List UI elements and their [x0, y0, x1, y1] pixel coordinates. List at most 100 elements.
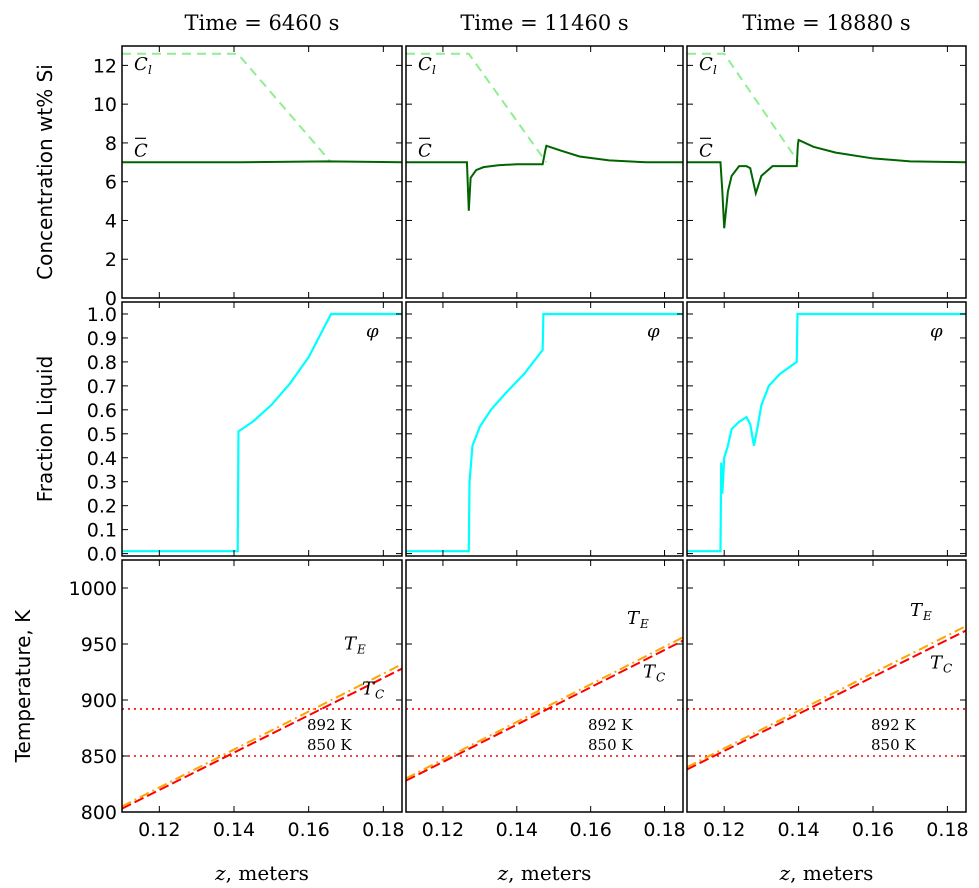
tc-label-sub: C: [375, 687, 384, 701]
te-line: [406, 636, 683, 780]
x-axis-label: z, meters: [214, 861, 309, 885]
y-tick-label: 850: [81, 746, 117, 768]
level-label-892: 892 K: [588, 716, 633, 734]
panel-frame: [686, 559, 967, 813]
tc-label: T: [643, 662, 657, 683]
y-tick-label: 0.1: [87, 520, 117, 542]
tc-label: T: [930, 653, 944, 674]
column-title-0: Time = 6460 s: [185, 11, 340, 35]
cbar-label: C: [699, 140, 713, 161]
cl-label-sub: l: [148, 63, 152, 77]
tc-label: T: [362, 678, 376, 699]
y-tick-label: 1.0: [87, 304, 117, 326]
phi-line: [687, 312, 966, 553]
y-tick-label: 10: [93, 94, 117, 116]
panel-frame: [121, 45, 403, 299]
y-tick-label: 0.7: [87, 376, 117, 398]
cl-label: C: [418, 54, 432, 75]
y-tick-label: 8: [105, 133, 117, 155]
cbar-line: [122, 160, 402, 164]
y-tick-label: 0.8: [87, 352, 117, 374]
x-tick-label: 0.16: [852, 819, 894, 841]
y-tick-label: 0.2: [87, 496, 117, 518]
y-tick-label: 0: [105, 288, 117, 310]
x-axis-label: z, meters: [779, 861, 874, 885]
panel-frame: [405, 559, 684, 813]
te-label: T: [344, 634, 358, 655]
panel-frame: [121, 301, 403, 557]
y-axis-label-concentration: Concentration wt% Si: [33, 64, 57, 280]
y-tick-label: 0.5: [87, 424, 117, 446]
cl-line: [122, 52, 332, 163]
tc-line: [406, 639, 683, 782]
phi-line: [406, 312, 683, 553]
y-tick-label: 0.0: [87, 544, 117, 566]
x-axis-label: z, meters: [497, 861, 592, 885]
panel-frame: [686, 301, 967, 557]
te-label-sub: E: [639, 617, 649, 631]
te-line: [122, 663, 402, 808]
te-label-sub: E: [356, 643, 366, 657]
y-tick-label: 4: [105, 210, 117, 232]
x-tick-label: 0.16: [570, 819, 612, 841]
cl-label-sub: l: [713, 63, 717, 77]
level-label-850: 850 K: [307, 736, 352, 754]
y-tick-label: 800: [81, 802, 117, 824]
x-tick-label: 0.16: [288, 819, 330, 841]
y-tick-label: 0.4: [87, 448, 117, 470]
y-axis-label-temperature: Temperature, K: [11, 609, 35, 763]
x-tick-label: 0.14: [496, 819, 538, 841]
x-tick-label: 0.12: [422, 819, 464, 841]
panel-fraction_liquid-0: 0.00.10.20.30.40.50.60.70.80.91.0 φ: [87, 301, 403, 566]
x-tick-label: 0.18: [926, 819, 968, 841]
panel-frame: [686, 45, 967, 299]
y-tick-label: 950: [81, 634, 117, 656]
phi-label: φ: [930, 321, 943, 342]
phi-line: [122, 312, 402, 553]
panel-frame: [405, 45, 684, 299]
te-label: T: [910, 600, 924, 621]
cl-line: [687, 52, 800, 163]
level-label-850: 850 K: [588, 736, 633, 754]
panel-fraction_liquid-1: φ: [405, 301, 684, 557]
x-tick-label: 0.12: [138, 819, 180, 841]
cl-label-sub: l: [432, 63, 436, 77]
cbar-label: C: [134, 140, 148, 161]
y-tick-label: 0.6: [87, 400, 117, 422]
cl-label: C: [134, 54, 148, 75]
tc-line: [687, 629, 966, 771]
level-label-892: 892 K: [307, 716, 352, 734]
column-title-2: Time = 18880 s: [742, 11, 910, 35]
level-label-850: 850 K: [871, 736, 916, 754]
tc-label-sub: C: [656, 671, 665, 685]
y-tick-label: 900: [81, 690, 117, 712]
y-tick-label: 2: [105, 249, 117, 271]
x-tick-label: 0.12: [703, 819, 745, 841]
te-label: T: [627, 608, 641, 629]
y-tick-label: 0.9: [87, 328, 117, 350]
y-axis-label-fraction_liquid: Fraction Liquid: [33, 356, 57, 503]
tc-label-sub: C: [943, 662, 952, 676]
panel-fraction_liquid-2: φ: [686, 301, 967, 557]
x-tick-label: 0.14: [777, 819, 819, 841]
phi-label: φ: [647, 321, 660, 342]
y-tick-label: 12: [93, 55, 117, 77]
phi-label: φ: [366, 321, 379, 342]
cbar-label: C: [418, 140, 432, 161]
x-tick-label: 0.14: [213, 819, 255, 841]
y-tick-label: 6: [105, 172, 117, 194]
panel-frame: [405, 301, 684, 557]
tc-line: [122, 667, 402, 810]
y-tick-label: 0.3: [87, 472, 117, 494]
x-tick-label: 0.18: [362, 819, 404, 841]
column-title-1: Time = 11460 s: [460, 11, 628, 35]
cbar-line: [687, 138, 966, 229]
x-tick-label: 0.18: [643, 819, 685, 841]
